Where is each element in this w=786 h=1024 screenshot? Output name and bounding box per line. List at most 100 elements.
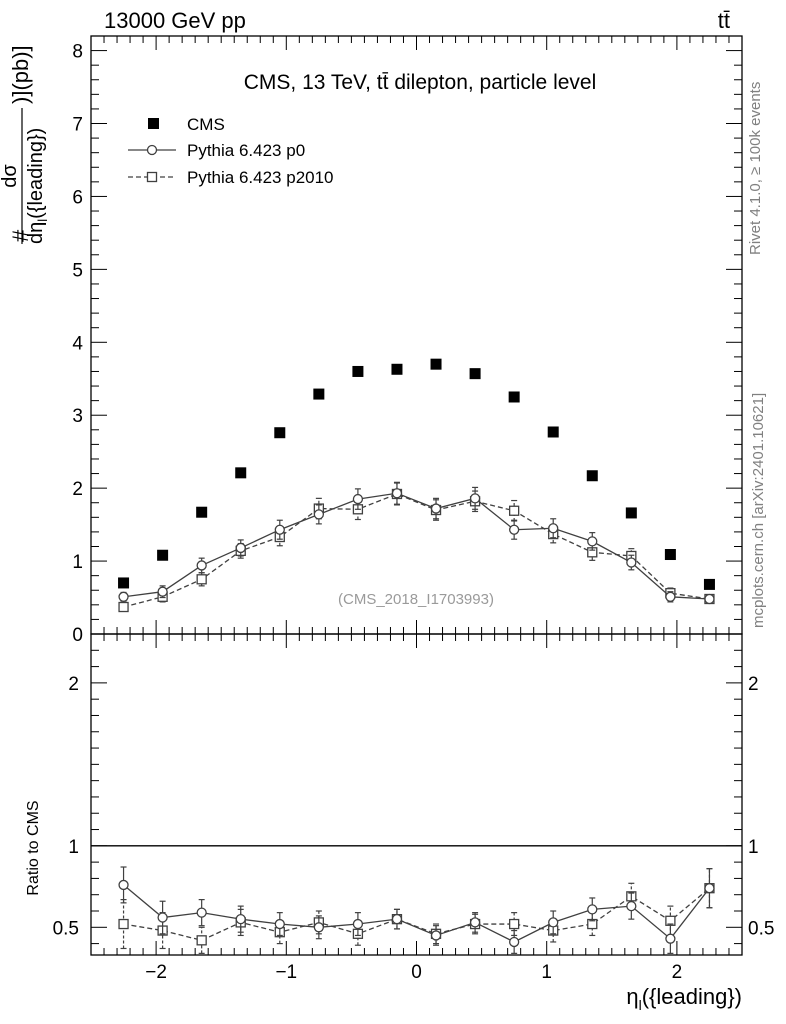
ratio-data-marks: [91, 845, 742, 954]
data-point-1: [352, 493, 364, 505]
cms-data-point: [118, 577, 130, 589]
legend-marker-cms: [148, 118, 159, 129]
data-point-2: [196, 574, 207, 585]
cms-data-point: [508, 391, 520, 403]
ratio-tick-label-right: 1: [748, 837, 759, 858]
ylabel-denominator: dηl({leading}): [25, 128, 50, 244]
x-tick-label: 2: [672, 962, 683, 983]
chart-title: CMS, 13 TeV, tt̄ dilepton, particle leve…: [244, 71, 597, 94]
cms-data-point: [391, 363, 403, 375]
data-point-1: [430, 503, 442, 514]
ratio-point-1: [430, 930, 442, 941]
ratio-line-1: [123, 884, 710, 943]
legend-label-p2010: Pythia 6.423 p2010: [187, 168, 334, 187]
header-energy: 13000 GeV pp: [104, 8, 246, 33]
data-point-1: [704, 593, 715, 605]
ratio-point-1: [587, 904, 598, 915]
data-point-1: [509, 524, 520, 535]
y-tick-label: 3: [72, 406, 83, 427]
cms-data-point: [586, 470, 598, 482]
ratio-point-1: [157, 912, 168, 923]
series-line-1: [123, 492, 710, 600]
ratio-y-axis-label: Ratio to CMS: [25, 800, 42, 895]
y-tick-label: 4: [72, 333, 83, 354]
ratio-point-1: [274, 918, 285, 930]
main-y-axis-label: # dσ dηl({leading}) )](pb)]: [0, 45, 50, 244]
data-point-1: [469, 493, 481, 504]
x-axis-label: ηl({leading}): [626, 984, 742, 1013]
ratio-point-1: [509, 936, 520, 948]
legend: CMS Pythia 6.423 p0 Pythia 6.423 p2010: [128, 115, 334, 187]
ratio-point-1: [313, 922, 325, 933]
legend-label-cms: CMS: [187, 115, 225, 134]
main-data-marks: [118, 358, 715, 613]
y-tick-label: 1: [72, 552, 83, 573]
series-line-2: [123, 493, 710, 608]
xlabel-rest: ({leading}): [642, 984, 742, 1009]
y-tick-label: 5: [72, 260, 83, 281]
data-point-1: [118, 591, 129, 602]
y-tick-label: 6: [72, 187, 83, 208]
cms-data-point: [235, 467, 247, 479]
data-point-1: [548, 523, 559, 534]
cms-data-point: [703, 578, 715, 590]
header-process: tt̄: [718, 8, 730, 33]
ratio-axis-ticks: −2 −1 0 1 2 0.5 0.5 1 1 2 2: [53, 633, 774, 983]
ratio-point-1: [469, 917, 481, 928]
data-point-1: [587, 536, 598, 547]
ratio-point-1: [704, 883, 715, 894]
ylabel-den-rest: ({leading}): [25, 128, 47, 219]
cms-data-point: [469, 368, 481, 380]
ratio-line-2: [123, 887, 710, 942]
data-point-1: [665, 591, 676, 602]
data-point-1: [196, 560, 207, 571]
ratio-point-1: [352, 918, 364, 930]
ratio-point-1: [391, 914, 403, 925]
data-point-2: [508, 505, 520, 516]
ratio-tick-label-left: 1: [68, 837, 79, 858]
xlabel-main: η: [626, 984, 638, 1009]
x-tick-label: −1: [275, 962, 297, 983]
ylabel-den-sub: l: [35, 219, 50, 222]
data-point-1: [274, 524, 285, 535]
data-point-1: [157, 586, 168, 597]
cms-data-point: [547, 426, 559, 438]
y-tick-label: 0: [72, 625, 83, 646]
ratio-point-2: [508, 918, 520, 930]
analysis-watermark: (CMS_2018_I1703993): [338, 591, 494, 608]
ratio-tick-label-right: 0.5: [748, 918, 774, 939]
ratio-point-2: [118, 918, 129, 930]
data-point-1: [391, 488, 403, 499]
y-tick-label: 2: [72, 479, 83, 500]
cms-data-point: [664, 549, 676, 561]
ylabel-hash: #: [8, 229, 33, 242]
ratio-point-1: [118, 879, 129, 891]
ratio-point-1: [196, 907, 207, 918]
ratio-panel-frame: [90, 633, 743, 956]
cms-data-point: [313, 388, 325, 400]
x-tick-label: 0: [411, 962, 422, 983]
ratio-tick-label-right: 2: [748, 674, 759, 695]
y-tick-label: 8: [72, 42, 83, 63]
cms-data-point: [196, 506, 208, 518]
rivet-label: Rivet 4.1.0, ≥ 100k events: [747, 82, 764, 255]
cms-data-point: [352, 365, 364, 377]
data-point-2: [118, 601, 129, 613]
mcplots-label: mcplots.cern.ch [arXiv:2401.10621]: [750, 393, 767, 628]
ratio-tick-label-left: 0.5: [53, 918, 79, 939]
ylabel-units: )](pb)]: [8, 45, 33, 104]
ratio-tick-label-left: 2: [68, 674, 79, 695]
cms-data-point: [625, 507, 637, 519]
xlabel-sub: l: [639, 997, 642, 1013]
ratio-point-1: [626, 900, 637, 912]
main-axis-ticks: 0 1 2 3 4 5 6 7 8: [72, 36, 742, 646]
legend-marker-p0: [146, 144, 158, 156]
legend-label-p0: Pythia 6.423 p0: [187, 141, 305, 160]
data-point-1: [235, 542, 246, 554]
ratio-point-1: [665, 933, 676, 944]
cms-data-point: [430, 358, 442, 370]
ylabel-numerator: dσ: [0, 164, 21, 188]
x-tick-label: −2: [145, 962, 167, 983]
y-tick-label: 7: [72, 115, 83, 136]
data-point-1: [626, 557, 637, 568]
